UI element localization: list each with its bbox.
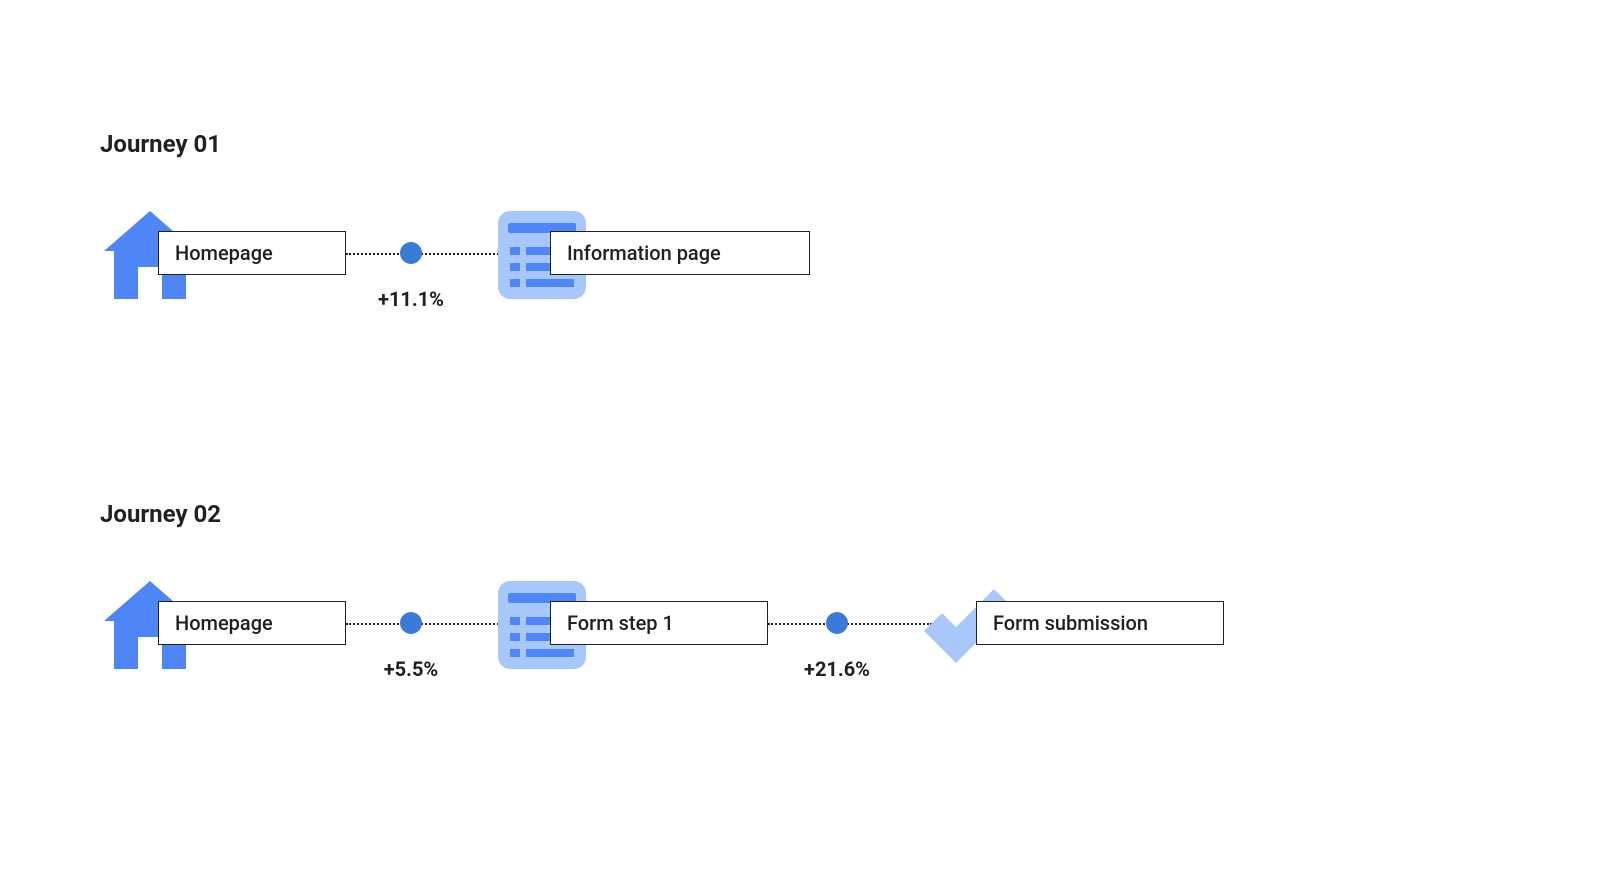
journey-flow: Homepage Form step 1 Form submission +5.5% +… <box>100 575 1500 695</box>
node-label: Form submission <box>976 601 1224 645</box>
connector-line <box>346 623 506 625</box>
node-label: Information page <box>550 231 810 275</box>
connector-dot <box>400 242 422 264</box>
edge-metric: +21.6% <box>804 657 870 681</box>
connector-dot <box>826 612 848 634</box>
journey-title: Journey 02 <box>100 500 221 528</box>
connector-dot <box>400 612 422 634</box>
node-label: Form step 1 <box>550 601 768 645</box>
edge-metric: +11.1% <box>378 287 444 311</box>
node-label: Homepage <box>158 601 346 645</box>
connector-line <box>346 253 506 255</box>
node-label: Homepage <box>158 231 346 275</box>
journey-title: Journey 01 <box>100 130 221 158</box>
connector-line <box>768 623 932 625</box>
journey-flow: Homepage Information page +11.1% <box>100 205 1500 325</box>
edge-metric: +5.5% <box>384 657 438 681</box>
